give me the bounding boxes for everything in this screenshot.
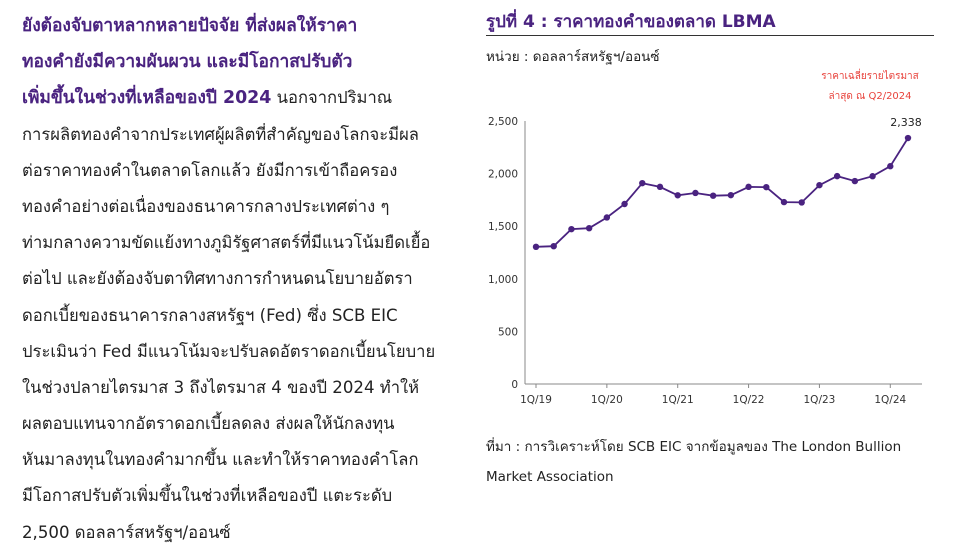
article-line: ดอกเบี้ยของธนาคารกลางสหรัฐฯ (Fed) ซึ่ง S… bbox=[22, 298, 446, 334]
article-highlight: ทองคำยังมีความผันผวน และมีโอกาสปรับตัว bbox=[22, 52, 353, 73]
article-line: ยังต้องจับตาหลากหลายปัจจัย ที่ส่งผลให้รา… bbox=[22, 8, 446, 44]
data-point bbox=[621, 200, 628, 208]
article-line: ในช่วงปลายไตรมาส 3 ถึงไตรมาส 4 ของปี 202… bbox=[22, 370, 446, 406]
article-text: ทองคำอย่างต่อเนื่องของธนาคารกลางประเทศต่… bbox=[22, 196, 390, 216]
x-tick-label: 1Q/23 bbox=[804, 394, 836, 406]
article-text: ต่อราคาทองคำในตลาดโลกแล้ว ยังมีการเข้าถื… bbox=[22, 160, 398, 180]
data-point bbox=[798, 199, 805, 206]
article-text: มีโอกาสปรับตัวเพิ่มขึ้นในช่วงที่เหลือของ… bbox=[22, 486, 393, 506]
article-text: ในช่วงปลายไตรมาส 3 ถึงไตรมาส 4 ของปี 202… bbox=[22, 377, 420, 397]
article-line: ทองคำอย่างต่อเนื่องของธนาคารกลางประเทศต่… bbox=[22, 189, 446, 225]
data-point bbox=[851, 177, 859, 185]
last-value-label: 2,338 bbox=[890, 116, 922, 129]
x-tick-label: 1Q/24 bbox=[874, 394, 906, 406]
data-point bbox=[674, 192, 681, 199]
data-point bbox=[709, 192, 717, 199]
article-line: เพิ่มขึ้นในช่วงที่เหลือของปี 2024 นอกจาก… bbox=[22, 80, 446, 116]
article-line: ประเมินว่า Fed มีแนวโน้มจะปรับลดอัตราดอก… bbox=[22, 334, 446, 370]
data-point bbox=[568, 225, 575, 233]
article-line: มีโอกาสปรับตัวเพิ่มขึ้นในช่วงที่เหลือของ… bbox=[22, 478, 446, 514]
data-point bbox=[763, 183, 770, 191]
article-line: หันมาลงทุนในทองคำมากขึ้น และทำให้ราคาทอง… bbox=[22, 442, 446, 478]
article-text: ดอกเบี้ยของธนาคารกลางสหรัฐฯ (Fed) ซึ่ง S… bbox=[22, 305, 398, 325]
article-line: ผลตอบแทนจากอัตราดอกเบี้ยลดลง ส่งผลให้นัก… bbox=[22, 406, 446, 442]
y-tick-label: 2,500 bbox=[488, 116, 518, 128]
data-point bbox=[833, 172, 841, 180]
data-point bbox=[639, 179, 646, 187]
figure-source: ที่มา : การวิเคราะห์โดย SCB EIC จากข้อมู… bbox=[486, 439, 902, 485]
x-tick-label: 1Q/21 bbox=[662, 394, 694, 406]
y-tick-label: 1,500 bbox=[488, 221, 518, 233]
data-point bbox=[727, 191, 735, 199]
article-text: ต่อไป และยังต้องจับตาทิศทางการกำหนดนโยบา… bbox=[22, 269, 413, 289]
article-line: ต่อไป และยังต้องจับตาทิศทางการกำหนดนโยบา… bbox=[22, 261, 446, 297]
article-line: ทองคำยังมีความผันผวน และมีโอกาสปรับตัว bbox=[22, 44, 446, 80]
y-tick-label: 0 bbox=[511, 379, 518, 391]
article-line: 2,500 ดอลลาร์สหรัฐฯ/ออนซ์ bbox=[22, 515, 446, 551]
y-tick-label: 1,000 bbox=[488, 274, 518, 286]
article-line: ท่ามกลางความขัดแย้งทางภูมิรัฐศาสตร์ที่มี… bbox=[22, 225, 446, 261]
data-point bbox=[603, 214, 611, 221]
figure-unit: หน่วย : ดอลลาร์สหรัฐฯ/ออนซ์ bbox=[486, 49, 660, 65]
data-point bbox=[869, 173, 876, 180]
article-highlight: ยังต้องจับตาหลากหลายปัจจัย ที่ส่งผลให้รา… bbox=[22, 16, 358, 36]
data-point bbox=[585, 224, 593, 232]
article-text: หันมาลงทุนในทองคำมากขึ้น และทำให้ราคาทอง… bbox=[22, 450, 419, 470]
article-line: การผลิตทองคำจากประเทศผู้ผลิตที่สำคัญของโ… bbox=[22, 117, 446, 153]
article-text: ท่ามกลางความขัดแย้งทางภูมิรัฐศาสตร์ที่มี… bbox=[22, 233, 431, 253]
article-line: ต่อราคาทองคำในตลาดโลกแล้ว ยังมีการเข้าถื… bbox=[22, 153, 446, 189]
article-text: ประเมินว่า Fed มีแนวโน้มจะปรับลดอัตราดอก… bbox=[22, 341, 436, 361]
gold-price-chart: 0 500 1,000 1,500 2,000 2,500 1Q/19 1Q/20 1Q/21… bbox=[488, 68, 922, 406]
article-text: 2,500 ดอลลาร์สหรัฐฯ/ออนซ์ bbox=[22, 522, 231, 542]
data-point bbox=[745, 183, 752, 191]
article-text: ผลตอบแทนจากอัตราดอกเบี้ยลดลง ส่งผลให้นัก… bbox=[22, 414, 395, 434]
title-divider bbox=[486, 35, 934, 36]
series-line bbox=[535, 137, 909, 248]
article-body: ยังต้องจับตาหลากหลายปัจจัย ที่ส่งผลให้รา… bbox=[22, 8, 446, 551]
data-point bbox=[904, 134, 912, 142]
data-point bbox=[550, 242, 557, 250]
data-point bbox=[692, 189, 699, 197]
article-text: นอกจากปริมาณ bbox=[271, 88, 393, 108]
data-point bbox=[780, 198, 788, 206]
x-tick-label: 1Q/22 bbox=[733, 394, 765, 406]
y-tick-label: 2,000 bbox=[488, 169, 518, 181]
data-point bbox=[532, 243, 540, 251]
chart-note-line1: ราคาเฉลี่ยรายไตรมาส bbox=[821, 68, 919, 82]
y-tick-label: 500 bbox=[498, 326, 518, 338]
article-highlight: เพิ่มขึ้นในช่วงที่เหลือของปี 2024 bbox=[22, 88, 272, 109]
data-point bbox=[887, 163, 894, 170]
data-point bbox=[816, 181, 823, 189]
x-tick-label: 1Q/20 bbox=[591, 394, 623, 406]
figure-title: รูปที่ 4 : ราคาทองคำของตลาด LBMA bbox=[486, 12, 776, 32]
data-point bbox=[656, 183, 664, 191]
x-tick-label: 1Q/19 bbox=[520, 394, 552, 406]
article-text: การผลิตทองคำจากประเทศผู้ผลิตที่สำคัญของโ… bbox=[22, 124, 419, 144]
chart-note-line2: ล่าสุด ณ Q2/2024 bbox=[828, 91, 911, 102]
